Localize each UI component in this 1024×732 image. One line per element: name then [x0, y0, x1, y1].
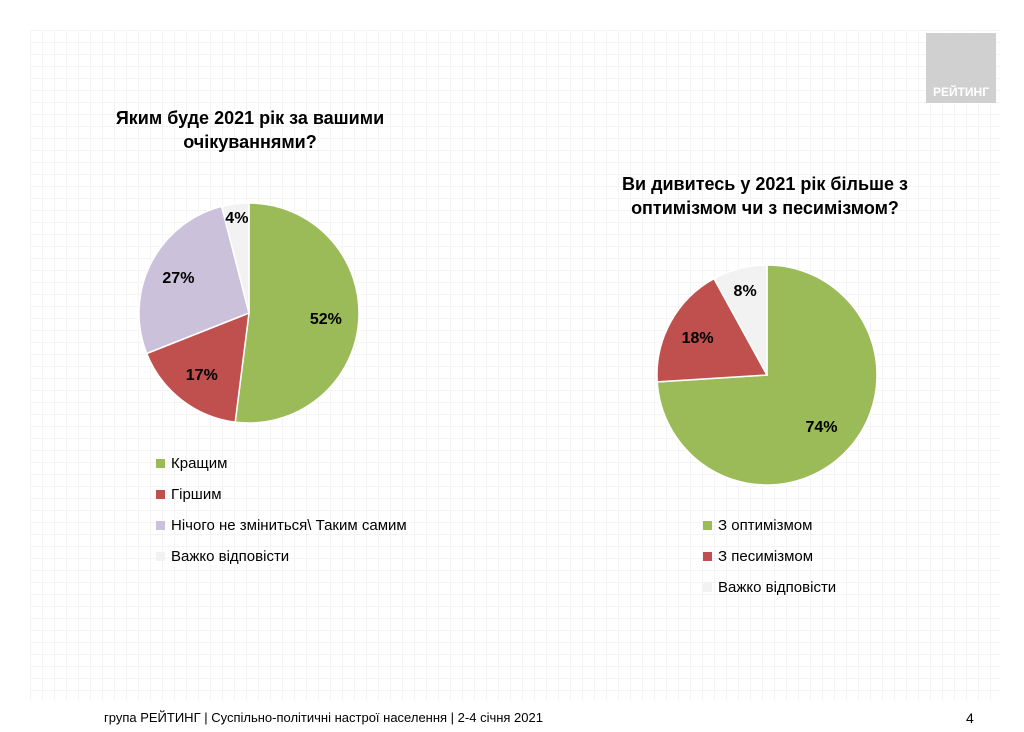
logo: РЕЙТИНГ [926, 33, 996, 103]
legend-label: Важко відповісти [718, 579, 837, 596]
legend-item: З оптимізмом [703, 510, 836, 541]
page-number: 4 [966, 710, 974, 726]
data-label: 17% [186, 367, 218, 384]
pie-slice [145, 311, 250, 423]
data-label: 4% [225, 210, 248, 227]
legend-label: З оптимізмом [718, 517, 813, 534]
data-label: 27% [162, 270, 194, 287]
legend-swatch [156, 490, 165, 499]
pie-slice [712, 264, 768, 376]
pie-slice [656, 277, 769, 383]
pie-slice [220, 202, 250, 314]
footer: група РЕЙТИНГ | Суспільно-політичні наст… [104, 710, 543, 725]
pie-slice [138, 205, 250, 355]
legend-label: Нічого не зміниться\ Таким самим [171, 517, 407, 534]
legend-swatch [703, 583, 712, 592]
chart2-legend: З оптимізмом З песимізмом Важко відповісти [703, 510, 836, 603]
data-label: 8% [734, 283, 757, 300]
legend-label: Важко відповісти [171, 548, 290, 565]
legend-item: З песимізмом [703, 541, 836, 572]
legend-item: Важко відповісти [703, 572, 836, 603]
legend-swatch [156, 552, 165, 561]
legend-label: Гіршим [171, 486, 222, 503]
chart1-legend: Кращим Гіршим Нічого не зміниться\ Таким с… [156, 448, 407, 572]
data-label: 18% [682, 330, 714, 347]
legend-swatch [156, 521, 165, 530]
data-label: 74% [806, 419, 838, 436]
legend-swatch [703, 521, 712, 530]
legend-item: Нічого не зміниться\ Таким самим [156, 510, 407, 541]
legend-item: Кращим [156, 448, 407, 479]
chart1-title: Яким буде 2021 рік за вашими очікуванням… [115, 108, 385, 152]
chart2-title: Ви дивитесь у 2021 рік більше з оптимізм… [622, 174, 908, 218]
legend-label: Кращим [171, 455, 228, 472]
data-label: 52% [310, 311, 342, 328]
legend-swatch [703, 552, 712, 561]
legend-item: Важко відповісти [156, 541, 407, 572]
legend-label: З песимізмом [718, 548, 814, 565]
legend-item: Гіршим [156, 479, 407, 510]
legend-swatch [156, 459, 165, 468]
pie-slice [234, 202, 360, 424]
